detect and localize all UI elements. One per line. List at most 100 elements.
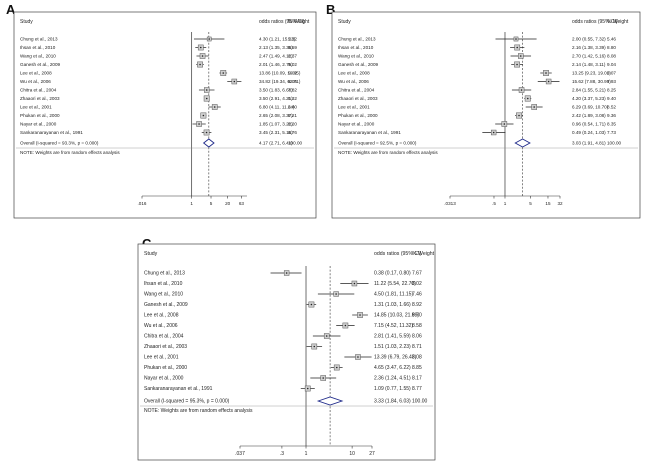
study-weight-value: 9.07 (607, 71, 616, 76)
study-point-estimate (516, 63, 518, 66)
overall-weight-value: 100.00 (412, 399, 428, 405)
study-ci-value: 2.84 (1.55, 5.21) (572, 88, 606, 93)
study-ci-value: 0.38 (0.17, 0.80) (374, 271, 411, 277)
study-weight-value: 8.92 (412, 302, 422, 308)
study-label: Ihsan et al., 2010 (338, 45, 374, 50)
study-weight-value: 8.08 (607, 54, 616, 59)
study-label: Zhaaori et al., 2003 (144, 344, 187, 350)
study-point-estimate (353, 282, 356, 285)
study-point-estimate (208, 38, 210, 40)
study-weight-value: 8.37 (288, 54, 297, 59)
study-weight-value: 8.52 (607, 105, 616, 110)
panel-frame (331, 11, 641, 219)
overall-diamond (514, 138, 531, 148)
study-weight-value: 7.73 (607, 130, 616, 135)
column-header-weight: % Weight (288, 19, 310, 25)
study-ci-value: 2.65 (2.08, 3.37) (259, 113, 293, 118)
overall-weight-value: 100.00 (288, 141, 302, 146)
study-label: Lee et al., 2001 (144, 355, 179, 361)
column-header-study: Study (144, 251, 158, 257)
study-weight-value: 8.76 (288, 130, 297, 135)
study-point-estimate (205, 97, 208, 100)
overall-weight-value: 100.00 (607, 141, 621, 146)
study-point-estimate (545, 72, 547, 74)
study-label: Phukan et al., 2000 (20, 113, 60, 118)
overall-label: Overall (I-squared = 92.5%, p = 0.000) (338, 141, 417, 146)
study-ci-value: 2.81 (1.41, 5.59) (374, 334, 411, 340)
x-tick-label: 63 (239, 201, 245, 206)
study-weight-value: 8.70 (412, 313, 422, 319)
study-ci-value: 2.16 (1.38, 3.39) (572, 45, 606, 50)
study-point-estimate (526, 97, 529, 100)
study-point-estimate (518, 114, 520, 117)
study-point-estimate (205, 89, 208, 91)
x-tick-label: 1 (504, 201, 507, 206)
study-label: Ihsan et al., 2010 (144, 281, 183, 287)
study-point-estimate (335, 366, 338, 369)
column-header-study: Study (20, 19, 33, 25)
forest-panel-b: Study odds ratios (95% CI)% Weight Chung e… (331, 11, 641, 219)
x-tick-label: 5 (210, 201, 213, 206)
study-weight-value: 9.04 (607, 62, 616, 67)
study-ci-value: 11.22 (5.54, 22.70) (374, 281, 416, 287)
study-ci-value: 14.85 (10.03, 21.99) (374, 313, 419, 319)
study-label: Nayar et al., 2000 (20, 122, 57, 127)
overall-ci-value: 4.17 (2.71, 6.41) (259, 141, 293, 146)
study-label: Ganesh et al., 2009 (20, 62, 61, 67)
study-label: Wang et al., 2010 (338, 54, 374, 59)
study-ci-value: 2.42 (1.89, 3.08) (572, 113, 606, 118)
study-weight-value: 8.25 (607, 88, 616, 93)
study-label: Chung et al., 2013 (20, 37, 58, 42)
study-label: Chitra et al., 2004 (20, 88, 57, 93)
study-ci-value: 2.00 (0.55, 7.32) (572, 37, 606, 42)
forest-panel-c: Study odds ratios (95% CI)% Weight Chung e… (137, 243, 436, 461)
study-label: Wu et al., 2006 (144, 323, 178, 329)
study-ci-value: 4.30 (1.21, 15.23) (259, 37, 296, 42)
study-weight-value: 7.67 (412, 271, 422, 277)
study-ci-value: 6.80 (4.11, 11.24) (259, 105, 295, 110)
study-weight-value: 8.58 (412, 323, 422, 329)
study-label: Chitra et al., 2004 (338, 88, 375, 93)
study-weight-value: 9.21 (288, 113, 297, 118)
note-text: NOTE: Weights are from random effects an… (338, 150, 438, 155)
study-point-estimate (306, 387, 309, 390)
study-ci-value: 1.51 (1.03, 2.23) (374, 344, 411, 350)
x-tick-label: .3 (280, 451, 284, 457)
study-point-estimate (285, 272, 288, 274)
study-label: Lee et al., 2008 (20, 71, 52, 76)
panel-label-b: B (326, 2, 336, 17)
study-ci-value: 2.47 (1.49, 4.12) (259, 54, 293, 59)
study-ci-value: 2.01 (1.46, 2.75) (259, 62, 293, 67)
study-weight-value: 8.59 (288, 45, 297, 50)
study-weight-value: 9.02 (288, 71, 297, 76)
study-ci-value: 6.29 (3.69, 10.70) (572, 105, 609, 110)
study-point-estimate (322, 377, 325, 379)
study-label: Ihsan et al., 2010 (20, 45, 56, 50)
study-weight-value: 8.80 (607, 45, 616, 50)
study-weight-value: 7.93 (607, 79, 616, 84)
study-weight-value: 9.32 (288, 96, 297, 101)
study-label: Zhaaori et al., 2003 (20, 96, 60, 101)
panel-label-a: A (6, 2, 16, 17)
study-ci-value: 0.49 (0.24, 1.03) (572, 130, 606, 135)
study-point-estimate (516, 46, 519, 49)
study-point-estimate (202, 114, 205, 117)
study-label: Sankaranarayanan et al., 1991 (338, 130, 401, 135)
study-weight-value: 8.35 (607, 122, 616, 127)
study-label: Lee et al., 2001 (338, 105, 370, 110)
study-point-estimate (233, 80, 236, 83)
study-weight-value: 8.06 (412, 334, 422, 340)
study-ci-value: 13.86 (10.09, 19.05) (259, 71, 301, 76)
study-label: Nayar et al., 2000 (144, 376, 184, 382)
study-point-estimate (198, 123, 200, 125)
study-weight-value: 7.46 (412, 292, 422, 298)
study-point-estimate (503, 123, 506, 125)
overall-label: Overall (I-squared = 95.3%, p = 0.000) (144, 399, 230, 405)
panel-frame (13, 11, 317, 219)
study-point-estimate (201, 55, 204, 57)
x-tick-label: .0313 (444, 201, 456, 206)
overall-label: Overall (I-squared = 93.3%, p = 0.000) (20, 141, 99, 146)
study-ci-value: 1.85 (1.07, 3.22) (259, 122, 293, 127)
column-header-study: Study (338, 19, 351, 25)
